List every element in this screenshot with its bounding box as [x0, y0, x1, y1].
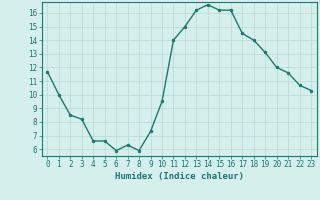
- X-axis label: Humidex (Indice chaleur): Humidex (Indice chaleur): [115, 172, 244, 181]
